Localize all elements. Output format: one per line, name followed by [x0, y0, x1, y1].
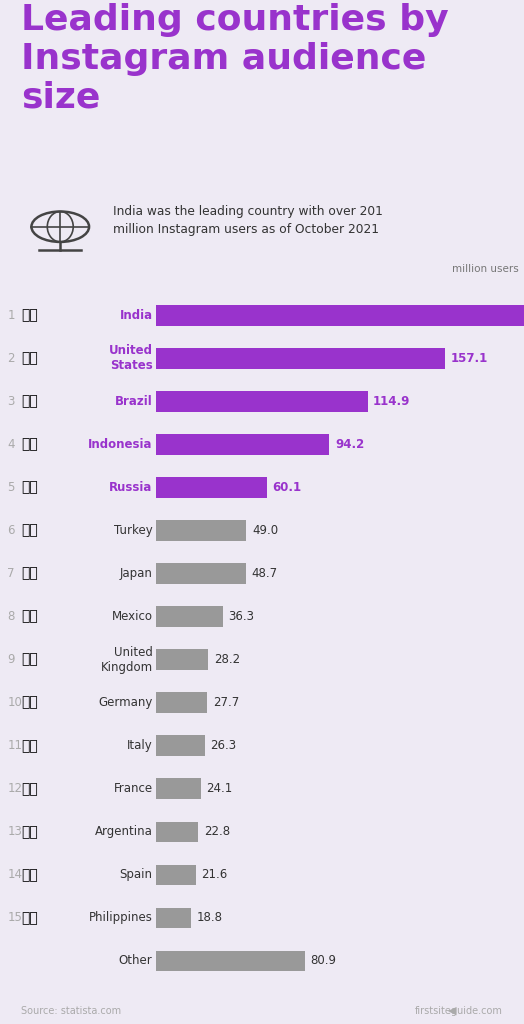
Text: Source: statista.com: Source: statista.com [21, 1006, 121, 1016]
Text: ◀: ◀ [448, 1006, 456, 1016]
Text: firstsiteguide.com: firstsiteguide.com [415, 1006, 503, 1016]
Text: 🇧🇷: 🇧🇷 [21, 394, 38, 409]
Text: 8: 8 [7, 610, 15, 623]
Text: 🇹🇷: 🇹🇷 [21, 523, 38, 538]
Text: Philippines: Philippines [89, 911, 152, 925]
Text: 11: 11 [7, 739, 23, 753]
Bar [156, 305, 524, 326]
Text: 🇲🇽: 🇲🇽 [21, 609, 38, 624]
Bar [156, 520, 246, 541]
Text: Spain: Spain [119, 868, 152, 882]
Text: 80.9: 80.9 [311, 954, 336, 968]
Text: France: France [114, 782, 152, 796]
Bar [156, 821, 198, 842]
Text: India was the leading country with over 201
million Instagram users as of Octobe: India was the leading country with over … [113, 205, 383, 236]
Bar [156, 692, 207, 713]
Text: 157.1: 157.1 [451, 352, 488, 365]
Text: 49.0: 49.0 [252, 524, 278, 537]
Text: 🇮🇳: 🇮🇳 [21, 308, 38, 323]
Text: 14: 14 [7, 868, 23, 882]
Text: 1: 1 [7, 308, 15, 322]
Text: Italy: Italy [127, 739, 152, 753]
Bar [156, 391, 367, 412]
Text: 🇪🇸: 🇪🇸 [21, 868, 38, 882]
Bar [156, 735, 205, 756]
Text: 27.7: 27.7 [213, 696, 239, 710]
Bar [156, 864, 196, 885]
Text: Brazil: Brazil [115, 395, 152, 408]
Text: 🇵🇭: 🇵🇭 [21, 911, 38, 925]
Text: 🇦🇷: 🇦🇷 [21, 825, 38, 839]
Text: Other: Other [119, 954, 152, 968]
Text: 24.1: 24.1 [206, 782, 232, 796]
Text: million users: million users [452, 264, 518, 274]
Text: Leading countries by
Instagram audience
size: Leading countries by Instagram audience … [21, 3, 449, 115]
Text: Japan: Japan [119, 567, 152, 580]
Text: 5: 5 [7, 481, 15, 494]
Text: 28.2: 28.2 [214, 653, 240, 667]
Text: Germany: Germany [98, 696, 152, 710]
Text: 🇬🇧: 🇬🇧 [21, 652, 38, 667]
Bar [156, 950, 305, 972]
Text: 15: 15 [7, 911, 22, 925]
Bar [156, 563, 246, 584]
Text: Mexico: Mexico [112, 610, 152, 623]
Text: Argentina: Argentina [95, 825, 152, 839]
Text: 22.8: 22.8 [204, 825, 230, 839]
Text: 🇩🇪: 🇩🇪 [21, 695, 38, 710]
Text: 🇷🇺: 🇷🇺 [21, 480, 38, 495]
Text: 🇺🇸: 🇺🇸 [21, 351, 38, 366]
Text: 21.6: 21.6 [202, 868, 228, 882]
Text: 12: 12 [7, 782, 23, 796]
Bar [156, 778, 201, 799]
Bar [156, 477, 267, 498]
Text: Indonesia: Indonesia [88, 438, 152, 451]
Text: 9: 9 [7, 653, 15, 667]
Text: Russia: Russia [109, 481, 152, 494]
Text: 🇮🇩: 🇮🇩 [21, 437, 38, 452]
Bar [156, 434, 330, 455]
Text: 114.9: 114.9 [373, 395, 410, 408]
Text: 6: 6 [7, 524, 15, 537]
Text: India: India [119, 308, 152, 322]
Bar [156, 348, 445, 369]
Text: United
States: United States [108, 344, 152, 373]
Text: 4: 4 [7, 438, 15, 451]
Text: 48.7: 48.7 [252, 567, 278, 580]
Text: 3: 3 [7, 395, 15, 408]
Bar [156, 907, 191, 929]
Text: 7: 7 [7, 567, 15, 580]
Text: 2: 2 [7, 352, 15, 365]
Text: 36.3: 36.3 [228, 610, 255, 623]
Bar [156, 606, 223, 627]
Text: Turkey: Turkey [114, 524, 152, 537]
Text: 18.8: 18.8 [196, 911, 222, 925]
Text: 94.2: 94.2 [335, 438, 364, 451]
Text: 60.1: 60.1 [272, 481, 301, 494]
Text: 26.3: 26.3 [210, 739, 236, 753]
Bar [156, 649, 208, 670]
Text: 🇯🇵: 🇯🇵 [21, 566, 38, 581]
Text: 10: 10 [7, 696, 22, 710]
Text: 🇫🇷: 🇫🇷 [21, 781, 38, 796]
Text: United
Kingdom: United Kingdom [101, 646, 152, 674]
Text: 🇮🇹: 🇮🇹 [21, 738, 38, 753]
Text: 13: 13 [7, 825, 22, 839]
